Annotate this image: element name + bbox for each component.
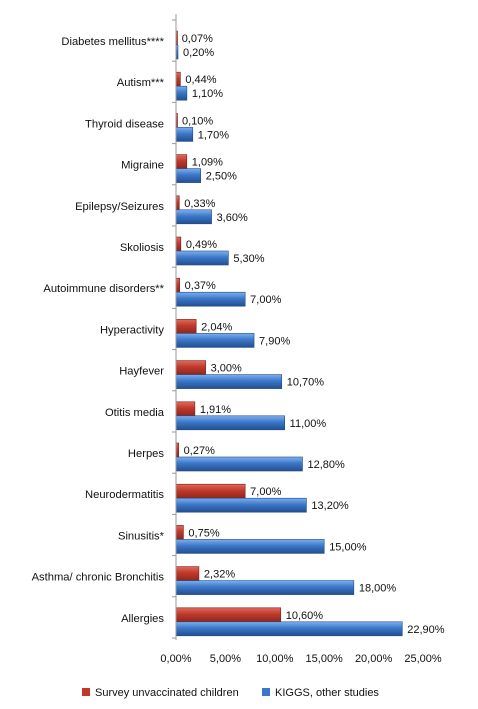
- data-label: 0,10%: [182, 115, 213, 127]
- category-label: Neurodermatitis: [85, 489, 164, 501]
- data-label: 0,44%: [185, 74, 216, 86]
- category-label: Diabetes mellitus****: [61, 36, 164, 48]
- category-label: Autism***: [117, 77, 165, 89]
- bar-kiggs: [175, 168, 202, 183]
- plot-area: Diabetes mellitus**** 0,07% 0,20% Autism***…: [32, 30, 445, 637]
- x-tick-label: 0,00%: [160, 653, 191, 665]
- data-label: 3,00%: [211, 363, 242, 375]
- data-label: 7,00%: [250, 294, 281, 306]
- category-label: Migraine: [121, 160, 164, 172]
- bar-survey-unvaccinated: [175, 401, 196, 417]
- category-label: Otitis media: [105, 407, 165, 419]
- data-label: 13,20%: [311, 500, 349, 512]
- category-label: Asthma/ chronic Bronchitis: [32, 572, 165, 584]
- x-tick-label: 5,00%: [210, 653, 241, 665]
- data-label: 0,27%: [184, 445, 215, 457]
- x-tick-label: 15,00%: [306, 653, 344, 665]
- data-label: 1,10%: [192, 88, 223, 100]
- data-label: 1,70%: [198, 129, 229, 141]
- data-label: 7,00%: [250, 486, 281, 498]
- bar-survey-unvaccinated: [175, 360, 206, 375]
- x-tick-label: 20,00%: [355, 653, 393, 665]
- data-label: 10,70%: [287, 377, 325, 389]
- bar-survey-unvaccinated: [175, 525, 184, 540]
- legend-label-kiggs: KIGGS, other studies: [275, 687, 379, 699]
- data-label: 0,37%: [185, 280, 216, 292]
- legend-label-survey: Survey unvaccinated children: [95, 687, 239, 699]
- bar-survey-unvaccinated: [175, 319, 197, 334]
- data-label: 0,49%: [186, 239, 217, 251]
- data-label: 2,50%: [206, 171, 237, 183]
- bar-survey-unvaccinated: [175, 607, 282, 623]
- x-tick-label: 10,00%: [256, 653, 294, 665]
- category-label: Autoimmune disorders**: [43, 283, 164, 295]
- bar-kiggs: [175, 209, 212, 225]
- bar-kiggs: [175, 456, 303, 472]
- category-label: Allergies: [121, 613, 164, 625]
- data-label: 0,33%: [184, 198, 215, 210]
- data-label: 0,20%: [183, 47, 214, 59]
- bar-kiggs: [175, 291, 246, 307]
- bar-survey-unvaccinated: [175, 154, 188, 169]
- category-label: Hayfever: [119, 366, 164, 378]
- category-label: Thyroid disease: [85, 118, 164, 130]
- category-label: Hyperactivity: [100, 324, 164, 336]
- data-label: 11,00%: [290, 418, 327, 430]
- data-label: 3,60%: [217, 212, 248, 224]
- x-tick-label: 25,00%: [404, 653, 442, 665]
- bar-kiggs: [175, 497, 307, 513]
- bar-kiggs: [175, 333, 255, 348]
- x-axis: 0,00% 5,00% 10,00% 15,00% 20,00% 25,00%: [160, 14, 442, 665]
- legend-swatch-survey: [82, 688, 90, 696]
- bar-kiggs: [175, 539, 325, 554]
- data-label: 12,80%: [307, 459, 345, 471]
- data-label: 1,91%: [200, 404, 231, 416]
- data-label: 15,00%: [329, 541, 367, 553]
- data-label: 5,30%: [233, 253, 264, 265]
- category-label: Sinusitis*: [118, 530, 165, 542]
- legend: Survey unvaccinated children KIGGS, other…: [82, 687, 379, 699]
- data-label: 0,07%: [182, 33, 213, 45]
- category-label: Skoliosis: [120, 242, 165, 254]
- data-label: 7,90%: [259, 335, 290, 347]
- bar-kiggs: [175, 85, 188, 101]
- data-label: 22,90%: [407, 624, 445, 636]
- bar-kiggs: [175, 127, 194, 142]
- bar-kiggs: [175, 580, 355, 595]
- bar-survey-unvaccinated: [175, 71, 181, 87]
- data-label: 2,04%: [201, 321, 232, 333]
- category-label: Epilepsy/Seizures: [75, 201, 164, 213]
- bar-kiggs: [175, 415, 285, 431]
- data-label: 10,60%: [286, 610, 324, 622]
- data-label: 1,09%: [192, 157, 223, 169]
- data-label: 0,75%: [188, 527, 219, 539]
- bar-survey-unvaccinated: [175, 236, 182, 252]
- category-label: Herpes: [128, 448, 164, 460]
- legend-swatch-kiggs: [262, 688, 270, 696]
- bar-kiggs: [175, 374, 283, 389]
- data-label: 18,00%: [359, 583, 397, 595]
- bar-survey-unvaccinated: [175, 483, 246, 499]
- data-label: 2,32%: [204, 569, 235, 581]
- bar-survey-unvaccinated: [175, 277, 180, 293]
- bar-kiggs: [175, 621, 403, 637]
- bar-survey-unvaccinated: [175, 566, 200, 581]
- bar-kiggs: [175, 250, 229, 266]
